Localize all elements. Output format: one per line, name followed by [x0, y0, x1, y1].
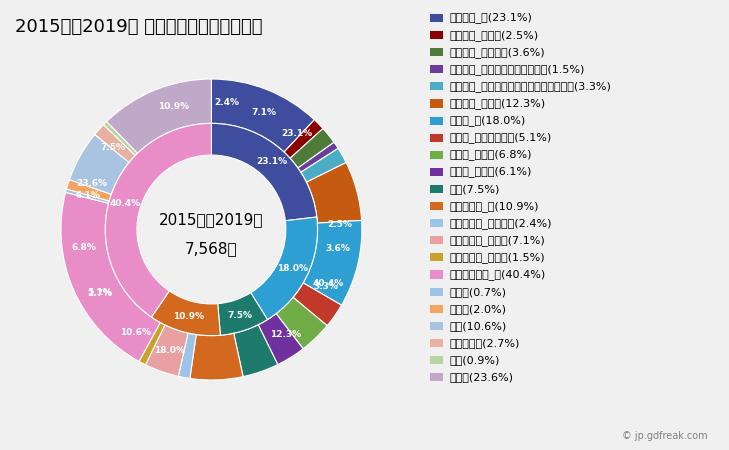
Wedge shape — [66, 189, 109, 203]
Wedge shape — [66, 180, 112, 201]
Text: 不慮の事故(2.7%): 不慮の事故(2.7%) — [449, 338, 520, 348]
Wedge shape — [152, 291, 220, 336]
Wedge shape — [301, 148, 346, 182]
Text: 23.1%: 23.1% — [281, 129, 312, 138]
Text: 肺炎(7.5%): 肺炎(7.5%) — [449, 184, 499, 194]
Text: 脳血管疾患_脳内出血(2.4%): 脳血管疾患_脳内出血(2.4%) — [449, 218, 552, 229]
Wedge shape — [290, 129, 334, 168]
Text: 2.7%: 2.7% — [87, 288, 112, 297]
Text: 脳血管疾患_計(10.9%): 脳血管疾患_計(10.9%) — [449, 201, 539, 212]
Text: 40.4%: 40.4% — [109, 199, 141, 208]
Wedge shape — [69, 135, 129, 194]
Text: 肝疾患(0.7%): 肝疾患(0.7%) — [449, 287, 506, 297]
Text: 6.1%: 6.1% — [75, 191, 100, 200]
Text: 脳血管疾患_脳梗塞(7.1%): 脳血管疾患_脳梗塞(7.1%) — [449, 235, 545, 246]
Text: 3.3%: 3.3% — [314, 282, 339, 291]
Text: 40.4%: 40.4% — [312, 279, 343, 288]
Text: 心疾患_心不全(6.8%): 心疾患_心不全(6.8%) — [449, 149, 531, 160]
Wedge shape — [293, 283, 341, 326]
Text: 2015年～2019年: 2015年～2019年 — [159, 212, 264, 228]
Wedge shape — [95, 125, 136, 162]
Wedge shape — [234, 325, 278, 377]
Wedge shape — [179, 333, 196, 378]
Text: 10.9%: 10.9% — [173, 312, 204, 321]
Text: 23.6%: 23.6% — [76, 179, 107, 188]
Text: 7.1%: 7.1% — [251, 108, 276, 117]
Wedge shape — [211, 79, 314, 152]
Text: 2.4%: 2.4% — [214, 98, 239, 107]
Text: その他の死因_計(40.4%): その他の死因_計(40.4%) — [449, 269, 545, 280]
Text: 7.5%: 7.5% — [227, 310, 253, 320]
Text: 5.1%: 5.1% — [87, 288, 112, 297]
Wedge shape — [306, 162, 362, 223]
Wedge shape — [276, 297, 327, 349]
Text: 腎不全(2.0%): 腎不全(2.0%) — [449, 304, 506, 314]
Text: 6.8%: 6.8% — [72, 243, 97, 252]
Wedge shape — [61, 192, 160, 361]
Text: 10.9%: 10.9% — [158, 102, 190, 111]
Wedge shape — [284, 120, 323, 158]
Text: 18.0%: 18.0% — [277, 264, 308, 273]
Wedge shape — [258, 314, 303, 364]
Text: 自殺(0.9%): 自殺(0.9%) — [449, 355, 499, 365]
Wedge shape — [146, 325, 188, 376]
Text: 2015年～2019年 福島市の女性の死因構成: 2015年～2019年 福島市の女性の死因構成 — [15, 18, 262, 36]
Wedge shape — [190, 333, 243, 380]
Wedge shape — [218, 292, 268, 335]
Wedge shape — [105, 123, 211, 317]
Text: 心疾患_計(18.0%): 心疾患_計(18.0%) — [449, 115, 526, 126]
Text: 悪性腫瘍_気管がん・気管支がん・肺がん(3.3%): 悪性腫瘍_気管がん・気管支がん・肺がん(3.3%) — [449, 81, 611, 92]
Text: その他(23.6%): その他(23.6%) — [449, 372, 513, 382]
Text: 2.5%: 2.5% — [327, 220, 352, 229]
Text: 12.3%: 12.3% — [270, 329, 301, 338]
Text: © jp.gdfreak.com: © jp.gdfreak.com — [622, 431, 707, 441]
Text: 悪性腫瘍_計(23.1%): 悪性腫瘍_計(23.1%) — [449, 13, 532, 23]
Text: 悪性腫瘍_肝がん・肝内胆管がん(1.5%): 悪性腫瘍_肝がん・肝内胆管がん(1.5%) — [449, 64, 585, 75]
Text: 18.0%: 18.0% — [154, 346, 185, 355]
Text: 7.5%: 7.5% — [101, 143, 125, 152]
Wedge shape — [104, 122, 138, 156]
Text: 心疾患_急性心筋梗塞(5.1%): 心疾患_急性心筋梗塞(5.1%) — [449, 132, 551, 143]
Text: 悪性腫瘍_大腸がん(3.6%): 悪性腫瘍_大腸がん(3.6%) — [449, 47, 545, 58]
Text: 3.6%: 3.6% — [326, 244, 351, 253]
Wedge shape — [211, 123, 317, 221]
Wedge shape — [298, 142, 338, 172]
Text: 心疾患_その他(6.1%): 心疾患_その他(6.1%) — [449, 166, 531, 177]
Text: 悪性腫瘍_その他(12.3%): 悪性腫瘍_その他(12.3%) — [449, 98, 545, 109]
Text: 10.6%: 10.6% — [120, 328, 151, 338]
Wedge shape — [251, 217, 318, 320]
Text: 脳血管疾患_その他(1.5%): 脳血管疾患_その他(1.5%) — [449, 252, 545, 263]
Wedge shape — [303, 220, 362, 305]
Text: 7,568人: 7,568人 — [185, 241, 238, 256]
Wedge shape — [106, 79, 211, 153]
Wedge shape — [139, 323, 165, 365]
Text: 23.1%: 23.1% — [256, 158, 287, 166]
Text: 悪性腫瘍_胃がん(2.5%): 悪性腫瘍_胃がん(2.5%) — [449, 30, 538, 40]
Text: 老衰(10.6%): 老衰(10.6%) — [449, 321, 507, 331]
